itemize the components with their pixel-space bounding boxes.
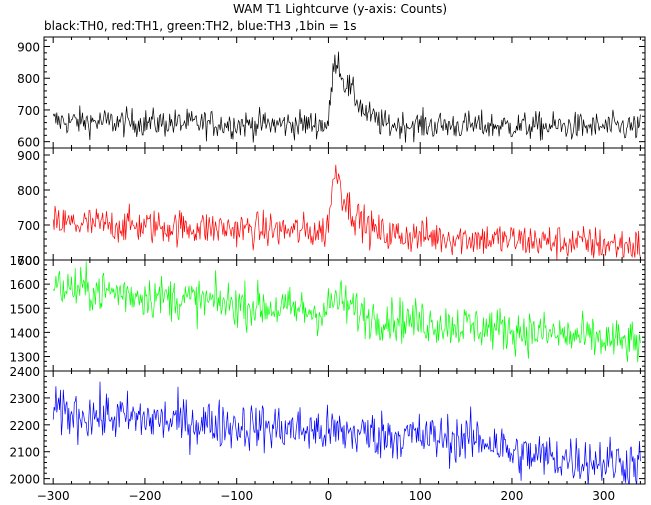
y-tick-label: 1600 [9,278,40,292]
panel-th1: 600 700 800 900 [17,147,646,268]
y-tick-label: 700 [17,104,40,118]
panel-th0: 600 700 800 900 [17,36,646,150]
chart-title: WAM T1 Lightcurve (y-axis: Counts) [233,2,447,16]
y-tick-label: 900 [17,41,40,55]
y-tick-label: 1500 [9,302,40,316]
series-th1 [52,164,641,260]
y-tick-label: 2400 [9,365,40,379]
y-tick-label: 1300 [9,351,40,365]
x-tick-label: 300 [592,489,615,503]
y-tick-label: 2100 [9,446,40,460]
y-tick-label: 800 [17,72,40,86]
x-tick-label: 200 [501,489,524,503]
panel-frame [43,370,646,485]
x-tick-label: −200 [128,489,161,503]
y-tick-label: 1400 [9,326,40,340]
x-axis: −300 −200 −100 0 100 200 300 [37,489,615,503]
panel-frame [43,259,646,372]
panel-th3: 2000 2100 2200 2300 2400 [9,365,646,487]
x-tick-label: −100 [220,489,253,503]
panels-group: 6007008009006007008009001300140015001600… [9,36,646,487]
y-tick-label: 1700 [9,254,40,268]
y-tick-label: 2200 [9,419,40,433]
x-tick-label: 0 [325,489,333,503]
series-th2 [52,261,641,363]
x-tick-label: −300 [37,489,70,503]
y-tick-label: 2000 [9,473,40,487]
y-tick-label: 2300 [9,392,40,406]
series-th3 [52,381,641,484]
chart-subtitle: black:TH0, red:TH1, green:TH2, blue:TH3 … [44,19,357,33]
series-th0 [52,51,641,143]
panel-frame [43,36,646,149]
y-tick-label: 800 [17,184,40,198]
y-tick-label: 600 [17,254,40,268]
x-tick-label: 100 [409,489,432,503]
y-tick-label: 600 [17,136,40,150]
panel-th2: 1300 1400 1500 1600 1700 [9,254,646,372]
y-tick-label: 700 [17,219,40,233]
y-tick-label: 900 [17,149,40,163]
